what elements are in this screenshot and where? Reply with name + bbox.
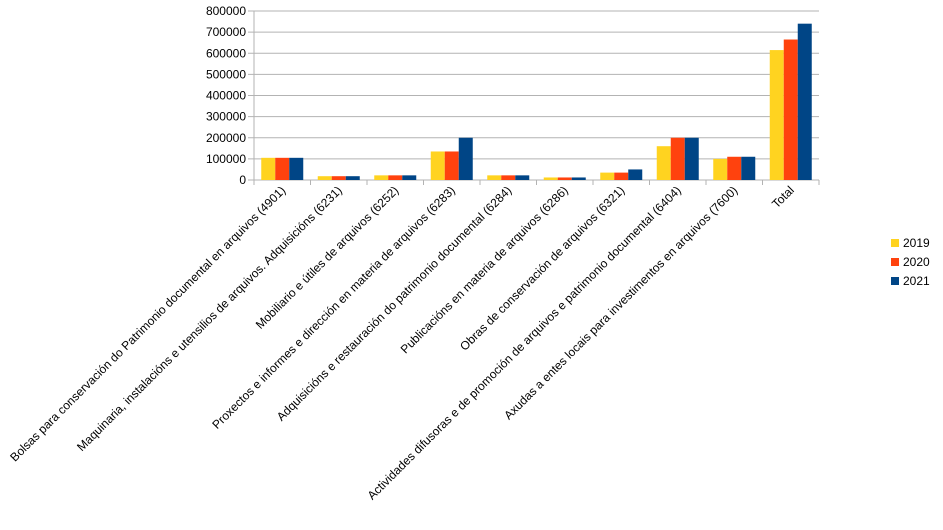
- bar-2021: [345, 176, 360, 180]
- bar-2020: [727, 156, 742, 180]
- x-tick-label: Maquinaria, instalacións e utensilios de…: [74, 183, 345, 454]
- bars: [261, 23, 812, 180]
- bar-2019: [487, 175, 502, 180]
- bar-2019: [317, 176, 332, 180]
- bar-2021: [402, 175, 417, 180]
- bar-2020: [444, 151, 459, 180]
- y-tick-label: 0: [239, 173, 246, 187]
- legend-label-2019: 2019: [903, 236, 930, 250]
- legend-label-2020: 2020: [903, 255, 930, 269]
- legend-swatch-2019: [891, 239, 899, 247]
- bar-2020: [670, 137, 685, 180]
- bar-2021: [458, 137, 473, 180]
- bar-2020: [783, 39, 798, 180]
- legend-swatch-2021: [891, 277, 899, 285]
- x-axis-ticks: Bolsas para conservación do Patrimonio d…: [7, 183, 797, 502]
- bar-2020: [501, 175, 516, 180]
- bar-2020: [275, 157, 290, 180]
- y-tick-label: 300000: [206, 110, 246, 124]
- legend: 2019 2020 2021: [891, 236, 930, 288]
- bar-2019: [261, 157, 276, 180]
- y-tick-label: 400000: [206, 89, 246, 103]
- bar-2020: [557, 177, 572, 180]
- legend-label-2021: 2021: [903, 274, 930, 288]
- bar-2021: [289, 157, 304, 180]
- y-tick-label: 500000: [206, 67, 246, 81]
- bar-2020: [331, 176, 346, 180]
- bar-2019: [656, 146, 671, 180]
- bar-2019: [769, 50, 784, 180]
- bar-2019: [600, 172, 615, 180]
- bar-2021: [515, 175, 530, 180]
- bar-2020: [388, 175, 403, 180]
- y-tick-label: 800000: [206, 4, 246, 18]
- y-tick-label: 100000: [206, 152, 246, 166]
- bar-2019: [713, 158, 728, 180]
- bar-2019: [430, 151, 445, 180]
- bar-2021: [684, 137, 699, 180]
- x-tick-label: Total: [769, 183, 797, 211]
- y-axis-ticks: 0 100000 200000 300000 400000 500000 600000 700…: [206, 4, 246, 187]
- bar-2021: [797, 23, 812, 180]
- x-tick-label: Bolsas para conservación do Patrimonio d…: [7, 183, 288, 464]
- y-tick-label: 600000: [206, 46, 246, 60]
- bar-2021: [741, 156, 756, 180]
- y-tick-label: 200000: [206, 131, 246, 145]
- bar-2021: [571, 177, 586, 180]
- legend-swatch-2020: [891, 258, 899, 266]
- bar-2019: [374, 175, 389, 180]
- bar-2020: [614, 172, 629, 180]
- bar-2021: [628, 169, 643, 180]
- bar-2019: [543, 177, 558, 180]
- y-tick-label: 700000: [206, 25, 246, 39]
